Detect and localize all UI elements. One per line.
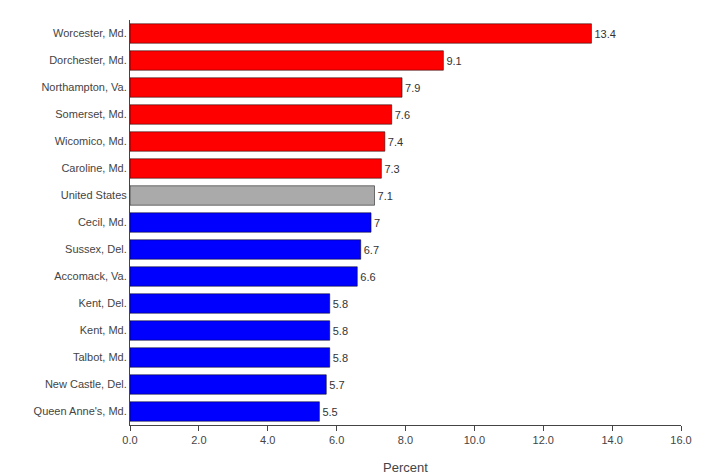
- svg-text:5.7: 5.7: [329, 379, 344, 391]
- svg-text:4.0: 4.0: [260, 434, 275, 446]
- svg-text:Kent, Md.: Kent, Md.: [80, 324, 127, 336]
- svg-text:Wicomico, Md.: Wicomico, Md.: [55, 135, 127, 147]
- svg-text:10.0: 10.0: [464, 434, 485, 446]
- svg-text:Talbot, Md.: Talbot, Md.: [73, 351, 127, 363]
- svg-text:United States: United States: [61, 189, 128, 201]
- svg-text:6.6: 6.6: [360, 271, 375, 283]
- svg-text:Worcester, Md.: Worcester, Md.: [53, 27, 127, 39]
- svg-text:Caroline, Md.: Caroline, Md.: [61, 162, 126, 174]
- svg-text:0.0: 0.0: [122, 434, 137, 446]
- svg-text:Northampton, Va.: Northampton, Va.: [41, 81, 126, 93]
- svg-text:Accomack, Va.: Accomack, Va.: [54, 270, 127, 282]
- svg-text:6.7: 6.7: [364, 244, 379, 256]
- svg-text:8.0: 8.0: [398, 434, 413, 446]
- svg-text:5.5: 5.5: [322, 406, 337, 418]
- svg-text:14.0: 14.0: [601, 434, 622, 446]
- svg-text:7.3: 7.3: [384, 163, 399, 175]
- svg-text:Cecil, Md.: Cecil, Md.: [78, 216, 127, 228]
- svg-text:9.1: 9.1: [446, 55, 461, 67]
- svg-text:7.4: 7.4: [388, 136, 403, 148]
- svg-text:2.0: 2.0: [191, 434, 206, 446]
- svg-text:Queen Anne's, Md.: Queen Anne's, Md.: [34, 405, 127, 417]
- svg-text:7.1: 7.1: [378, 190, 393, 202]
- svg-text:Percent: Percent: [383, 460, 428, 475]
- svg-text:7.6: 7.6: [395, 109, 410, 121]
- svg-text:6.0: 6.0: [329, 434, 344, 446]
- svg-text:Kent, Del.: Kent, Del.: [78, 297, 126, 309]
- svg-text:7: 7: [374, 217, 380, 229]
- svg-text:Somerset, Md.: Somerset, Md.: [55, 108, 127, 120]
- svg-text:5.8: 5.8: [333, 325, 348, 337]
- svg-text:16.0: 16.0: [670, 434, 691, 446]
- svg-text:13.4: 13.4: [594, 28, 615, 40]
- svg-text:5.8: 5.8: [333, 298, 348, 310]
- svg-text:Sussex, Del.: Sussex, Del.: [65, 243, 127, 255]
- svg-text:7.9: 7.9: [405, 82, 420, 94]
- svg-text:5.8: 5.8: [333, 352, 348, 364]
- svg-text:12.0: 12.0: [533, 434, 554, 446]
- svg-text:New Castle, Del.: New Castle, Del.: [45, 378, 127, 390]
- svg-text:Dorchester, Md.: Dorchester, Md.: [49, 54, 127, 66]
